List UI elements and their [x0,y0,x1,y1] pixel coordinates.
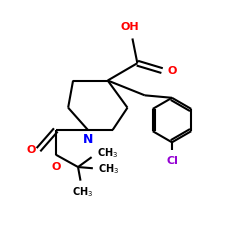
Text: O: O [51,162,60,172]
Text: Cl: Cl [166,156,178,166]
Text: CH$_3$: CH$_3$ [98,162,119,176]
Text: O: O [168,66,177,76]
Text: N: N [83,133,93,146]
Text: CH$_3$: CH$_3$ [72,186,94,199]
Text: CH$_3$: CH$_3$ [96,146,118,160]
Text: OH: OH [121,22,139,32]
Text: O: O [27,145,36,155]
